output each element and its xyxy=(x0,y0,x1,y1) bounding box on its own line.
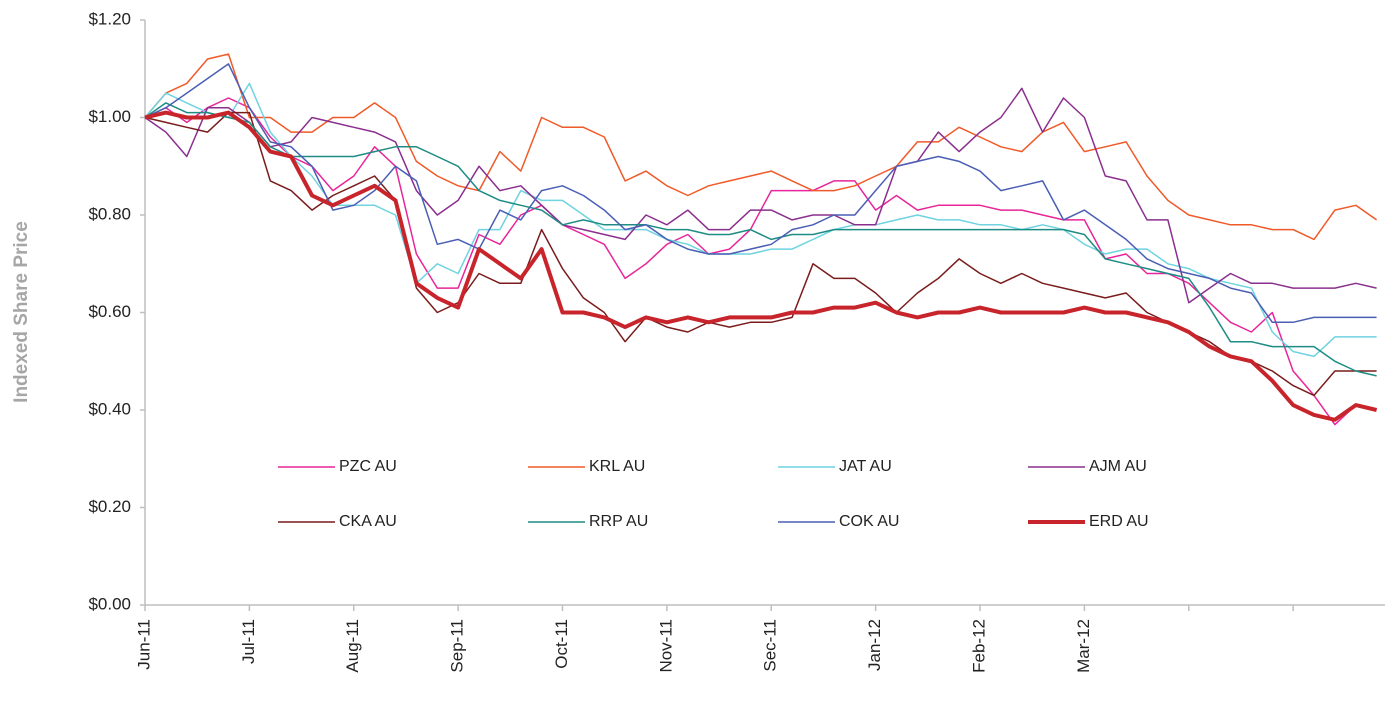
x-tick-label: Oct-11 xyxy=(552,619,571,669)
x-tick-label: Sep-11 xyxy=(448,619,467,673)
x-tick-label: Jun-11 xyxy=(134,619,153,670)
x-tick-label: Aug-11 xyxy=(343,619,362,673)
y-tick-label: $0.40 xyxy=(88,399,131,418)
x-tick-label: Nov-11 xyxy=(656,619,675,673)
line-series xyxy=(144,82,1377,358)
legend-label: ERD AU xyxy=(1089,513,1149,530)
legend-label: KRL AU xyxy=(589,458,645,475)
y-tick-label: $0.00 xyxy=(88,594,131,613)
line-series xyxy=(144,53,1378,241)
x-tick-label: Sec-11 xyxy=(761,619,780,672)
legend-label: AJM AU xyxy=(1089,458,1147,475)
legend-label: COK AU xyxy=(839,513,899,530)
x-tick-label: Jul-11 xyxy=(239,619,258,664)
y-tick-label: $0.80 xyxy=(88,204,131,223)
x-tick-label: Jan-12 xyxy=(865,619,884,671)
line-series xyxy=(144,102,1377,377)
y-tick-label: $0.60 xyxy=(88,302,131,321)
y-tick-label: $1.00 xyxy=(88,107,131,126)
legend-label: JAT AU xyxy=(839,458,892,475)
line-series xyxy=(144,63,1377,324)
line-series xyxy=(144,110,1378,422)
line-series xyxy=(144,111,1377,397)
line-series xyxy=(144,87,1377,304)
y-tick-label: $1.20 xyxy=(88,9,131,28)
line-series xyxy=(144,97,1377,426)
legend-label: PZC AU xyxy=(339,458,397,475)
legend-label: RRP AU xyxy=(589,513,648,530)
y-tick-label: $0.20 xyxy=(88,497,131,516)
x-tick-label: Mar-12 xyxy=(1074,619,1093,673)
y-axis-label: Indexed Share Price xyxy=(11,221,32,403)
x-tick-label: Feb-12 xyxy=(970,619,989,673)
legend-label: CKA AU xyxy=(339,513,397,530)
